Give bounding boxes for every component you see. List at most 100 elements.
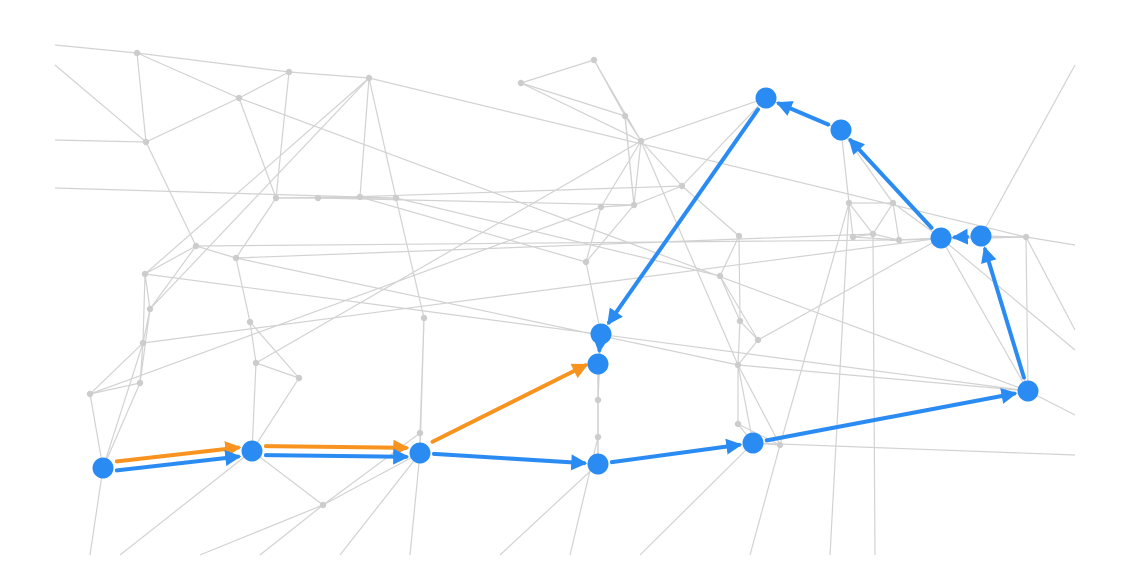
network-node bbox=[365, 74, 373, 82]
network-edge bbox=[600, 140, 642, 208]
network-edge bbox=[749, 444, 781, 556]
network-edge bbox=[852, 236, 900, 241]
network-edge bbox=[737, 320, 741, 366]
route-node[interactable] bbox=[930, 227, 952, 249]
network-node bbox=[416, 429, 424, 437]
route-node[interactable] bbox=[587, 453, 609, 475]
network-edge bbox=[89, 382, 141, 395]
network-edge bbox=[737, 364, 1029, 392]
network-node bbox=[582, 258, 590, 266]
network-edge bbox=[681, 185, 740, 237]
network-edge bbox=[235, 233, 874, 259]
primary-route-segment bbox=[775, 101, 831, 127]
network-node bbox=[133, 49, 141, 57]
network-edge bbox=[737, 339, 759, 366]
network-edge bbox=[499, 463, 599, 556]
network-edge bbox=[840, 129, 850, 204]
network-edge bbox=[288, 71, 370, 79]
network-edge bbox=[144, 245, 197, 275]
route-node[interactable] bbox=[92, 457, 114, 479]
network-edge bbox=[142, 273, 146, 344]
network-edge bbox=[251, 450, 324, 506]
network-edge bbox=[719, 275, 759, 341]
route-node[interactable] bbox=[755, 87, 777, 109]
network-edge bbox=[719, 275, 741, 322]
network-edge bbox=[145, 141, 197, 247]
route-node[interactable] bbox=[742, 432, 764, 454]
network-node bbox=[232, 254, 240, 262]
network-node bbox=[1022, 233, 1030, 241]
network-node bbox=[356, 193, 364, 201]
network-edge bbox=[639, 442, 754, 556]
network-node bbox=[235, 94, 243, 102]
network-edge bbox=[640, 140, 739, 366]
secondary-route-segment bbox=[114, 441, 242, 464]
network-node bbox=[845, 199, 853, 207]
network-edge bbox=[585, 204, 635, 263]
network-node bbox=[420, 314, 428, 322]
network-edge bbox=[275, 71, 290, 199]
network-edge bbox=[368, 77, 1027, 238]
network-edge bbox=[585, 206, 602, 263]
network-node bbox=[716, 272, 724, 280]
network-node bbox=[517, 79, 525, 87]
primary-route-segment bbox=[263, 448, 410, 465]
network-edge bbox=[89, 467, 104, 556]
network-edge bbox=[829, 202, 850, 556]
network-edge bbox=[144, 273, 1029, 392]
network-node bbox=[252, 359, 260, 367]
network-node bbox=[621, 112, 629, 120]
network-edge bbox=[624, 115, 635, 206]
network-edge bbox=[848, 202, 874, 235]
network-node bbox=[295, 374, 303, 382]
network-edge bbox=[624, 115, 642, 142]
network-edge bbox=[585, 261, 602, 335]
network-node bbox=[139, 339, 147, 347]
secondary-route-segment bbox=[263, 439, 410, 456]
network-node bbox=[637, 137, 645, 145]
network-edge bbox=[1025, 236, 1076, 246]
network-edge bbox=[255, 362, 300, 379]
network-edge bbox=[195, 239, 900, 247]
network-edge bbox=[89, 342, 144, 395]
network-edge bbox=[633, 140, 642, 206]
network-edge bbox=[339, 452, 421, 556]
network-edge bbox=[322, 432, 421, 506]
route-node[interactable] bbox=[409, 442, 431, 464]
network-edge bbox=[980, 64, 1076, 237]
background-nodes bbox=[86, 49, 1030, 509]
route-node[interactable] bbox=[241, 440, 263, 462]
network-edge bbox=[848, 202, 854, 238]
route-node[interactable] bbox=[830, 119, 852, 141]
route-node[interactable] bbox=[590, 323, 612, 345]
network-node bbox=[678, 182, 686, 190]
route-node[interactable] bbox=[970, 225, 992, 247]
network-edge bbox=[89, 393, 104, 469]
network-edge bbox=[359, 196, 587, 263]
network-edge bbox=[752, 442, 1076, 456]
network-node bbox=[889, 199, 897, 207]
primary-route-segment bbox=[114, 450, 242, 473]
network-edge bbox=[54, 44, 138, 54]
route-node[interactable] bbox=[587, 353, 609, 375]
network-edge bbox=[102, 342, 144, 469]
primary-route-segment bbox=[764, 388, 1018, 443]
network-edge bbox=[255, 140, 642, 364]
network-node bbox=[734, 361, 742, 369]
network-node bbox=[136, 379, 144, 387]
network-edge bbox=[54, 139, 147, 143]
network-edge bbox=[54, 187, 361, 198]
network-edge bbox=[940, 237, 1029, 392]
network-node bbox=[597, 203, 605, 211]
network-edge bbox=[322, 452, 421, 506]
network-edge bbox=[251, 362, 257, 452]
network-node bbox=[590, 56, 598, 64]
network-edge bbox=[195, 245, 237, 259]
network-node bbox=[392, 194, 400, 202]
route-node[interactable] bbox=[1017, 380, 1039, 402]
network-edge bbox=[739, 320, 759, 341]
network-node bbox=[142, 138, 150, 146]
network-edge bbox=[139, 308, 151, 384]
network-edge bbox=[139, 342, 144, 384]
network-edge bbox=[235, 257, 251, 323]
